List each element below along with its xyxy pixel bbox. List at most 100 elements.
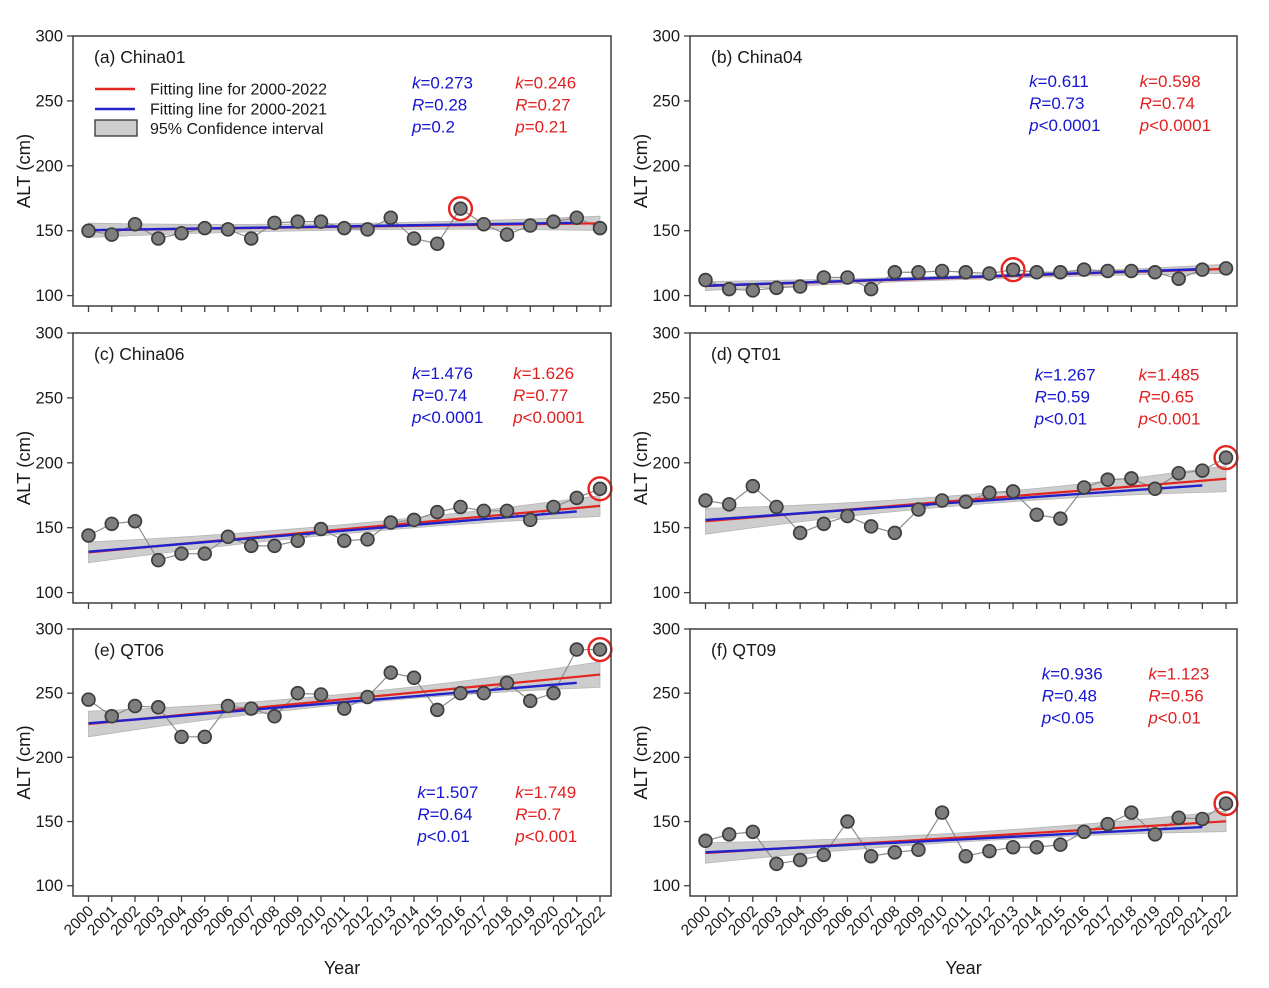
y-tick-label: 200 [652,749,680,767]
data-point-2015 [430,236,445,251]
data-point-2011 [337,220,352,236]
data-point-2004 [174,729,189,745]
data-point-2014 [406,512,422,528]
legend: Fitting line for 2000-2022 Fitting line f… [94,82,327,138]
plot-frame [72,332,612,604]
data-point-2017 [1100,816,1115,832]
data-point-2008 [267,538,282,554]
data-point-2005 [197,729,213,745]
stats-2000-2021-row-p: p<0.0001 [1028,116,1100,135]
data-point-2013 [383,210,399,225]
panel-title: (b) China04 [711,47,803,67]
data-point-2011 [337,533,352,548]
y-tick-label: 250 [652,389,680,407]
data-point-2012 [982,843,997,859]
y-tick-label: 200 [35,749,63,767]
data-point-2016 [453,201,468,216]
data-point-2000 [81,223,96,238]
data-point-2007 [244,538,259,554]
data-point-2018 [1124,471,1139,486]
data-point-2020 [1171,271,1186,286]
stats-2000-2021-row-k: k=0.611 [1029,72,1089,91]
data-point-2022 [1218,450,1234,465]
data-point-2005 [816,270,832,285]
panel-a-China01: 300 250 200 150 100 (a) China01 k=0.273 R=0.28 p… [13,28,612,312]
y-tick-label: 150 [35,222,63,240]
data-point-2015 [1053,265,1068,280]
data-point-2005 [816,516,832,532]
y-tick-label: 100 [652,877,680,895]
panel-title: (f) QT09 [711,640,776,660]
data-point-2000 [698,833,713,849]
stats-2000-2021-row-R: R=0.64 [417,805,472,824]
stats-2000-2022-row-k: k=1.123 [1148,665,1209,684]
panel-e-QT06: 3002502001501002000200120022003200420052… [13,621,613,939]
y-tick-label: 250 [35,389,63,407]
data-point-2005 [816,847,832,863]
y-tick-label: 250 [35,92,63,110]
data-point-2012 [982,266,997,281]
data-point-2004 [792,852,808,868]
data-point-2018 [499,675,515,691]
data-point-2009 [290,214,306,229]
data-point-2004 [174,226,189,241]
stats-2000-2021-row-k: k=1.507 [417,783,478,802]
data-point-2022 [592,642,608,657]
data-point-2010 [313,521,329,537]
data-point-2015 [1053,511,1068,526]
y-tick-label: 100 [652,584,680,602]
legend-ci-box-swatch [94,119,138,137]
plot-frame [72,35,612,307]
stats-2000-2022-row-p: p<0.001 [514,827,577,846]
data-point-2010 [934,493,950,508]
y-axis-label: ALT (cm) [13,134,34,208]
data-point-2003 [151,552,166,568]
data-point-2007 [244,231,259,246]
y-tick-label: 300 [35,28,63,46]
data-point-2015 [430,504,445,520]
data-point-2011 [958,848,973,864]
legend-label-ci: 95% Confidence interval [150,121,323,138]
data-point-2012 [360,689,375,705]
stats-2000-2021-row-k: k=1.476 [412,364,473,383]
stats-2000-2022-row-R: R=0.77 [513,386,568,405]
data-point-2004 [792,279,808,294]
y-axis-label: ALT (cm) [630,134,651,208]
data-point-2006 [220,529,236,545]
stats-2000-2022-row-p: p<0.0001 [512,408,584,427]
y-tick-label: 150 [652,222,680,240]
data-point-2020 [546,685,561,701]
data-point-2010 [934,263,950,279]
data-point-2018 [499,227,515,242]
data-point-2019 [1147,265,1163,280]
stats-2000-2022-row-R: R=0.7 [515,805,561,824]
data-point-2021 [1195,811,1210,827]
data-point-2009 [911,265,926,280]
y-tick-label: 150 [35,813,63,831]
stats-2000-2021-row-p: p<0.01 [1034,409,1087,428]
stats-2000-2021-row-p: p=0.2 [411,118,455,137]
y-tick-label: 250 [652,92,680,110]
highlighted-point-ring [447,196,474,222]
stats-2000-2021-row-p: p<0.05 [1041,709,1094,728]
data-point-2010 [934,805,950,820]
y-tick-label: 300 [652,28,680,46]
data-point-2004 [174,546,189,561]
data-point-2002 [745,283,761,298]
data-point-2019 [522,218,538,233]
data-point-2019 [1147,827,1163,842]
data-point-2001 [104,227,119,242]
data-point-2021 [1195,262,1210,277]
stats-2000-2022-row-R: R=0.74 [1140,94,1195,113]
panel-title: (c) China06 [94,344,184,364]
data-point-2003 [769,280,784,296]
data-point-2016 [453,499,468,515]
data-point-2006 [840,814,855,829]
stats-2000-2021-row-R: R=0.48 [1042,687,1097,706]
data-point-2022 [1218,796,1234,811]
data-point-2008 [887,265,903,280]
y-tick-label: 200 [652,157,680,175]
data-point-2013 [383,515,399,530]
